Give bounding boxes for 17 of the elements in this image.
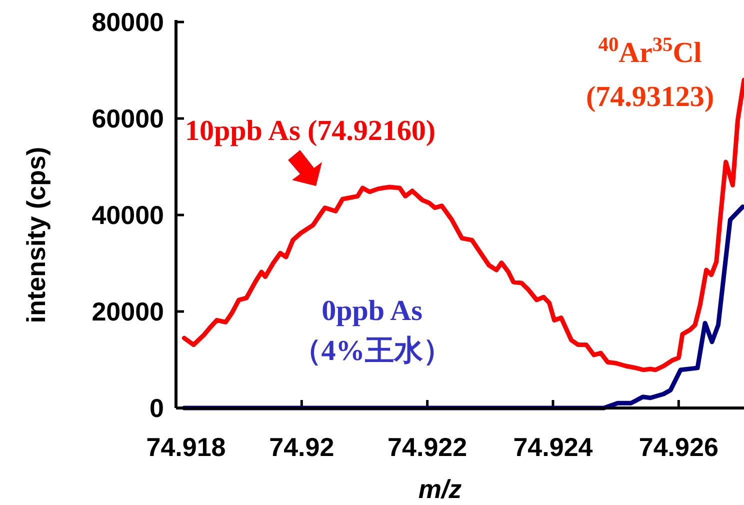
x-tick-label: 74.92 bbox=[269, 432, 334, 462]
line-series bbox=[182, 204, 744, 410]
y-tick-label: 80000 bbox=[92, 7, 164, 37]
line-series bbox=[182, 78, 744, 372]
annotation: $^{40}$Ar$^{35}$Cl (74.93123) bbox=[586, 34, 714, 113]
y-tick-label: 0 bbox=[150, 393, 164, 423]
x-tick-label: 74.918 bbox=[146, 432, 226, 462]
y-tick-label: 40000 bbox=[92, 200, 164, 230]
x-tick-label: 74.924 bbox=[513, 432, 594, 462]
series-label: 10ppb As (74.92160) bbox=[185, 115, 436, 147]
y-tick-label: 60000 bbox=[92, 104, 164, 134]
y-tick-label: 20000 bbox=[92, 296, 164, 326]
y-axis-title: intensity (cps) bbox=[21, 146, 51, 324]
series-label: 0ppb As （4%王水） bbox=[292, 295, 452, 367]
x-tick-label: 74.926 bbox=[638, 432, 718, 462]
x-axis-title: m/z bbox=[418, 474, 462, 504]
x-tick-label: 74.922 bbox=[388, 432, 468, 462]
